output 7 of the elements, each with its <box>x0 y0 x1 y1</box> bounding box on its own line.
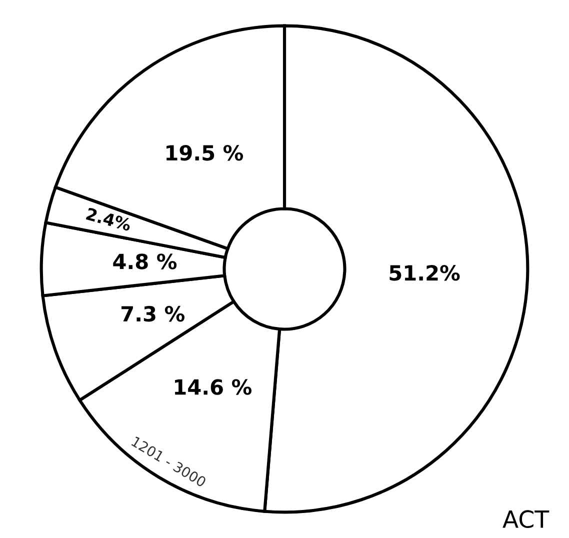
text: ACT <box>502 510 550 528</box>
data-label: 4.8 % <box>113 254 177 270</box>
data-label: 14.6 % <box>174 379 252 395</box>
data-label: 2.4% <box>86 207 132 232</box>
data-label: 19.5 % <box>166 144 244 161</box>
data-label: 7.3 % <box>122 306 184 322</box>
data-label: 51.2% <box>390 265 460 281</box>
